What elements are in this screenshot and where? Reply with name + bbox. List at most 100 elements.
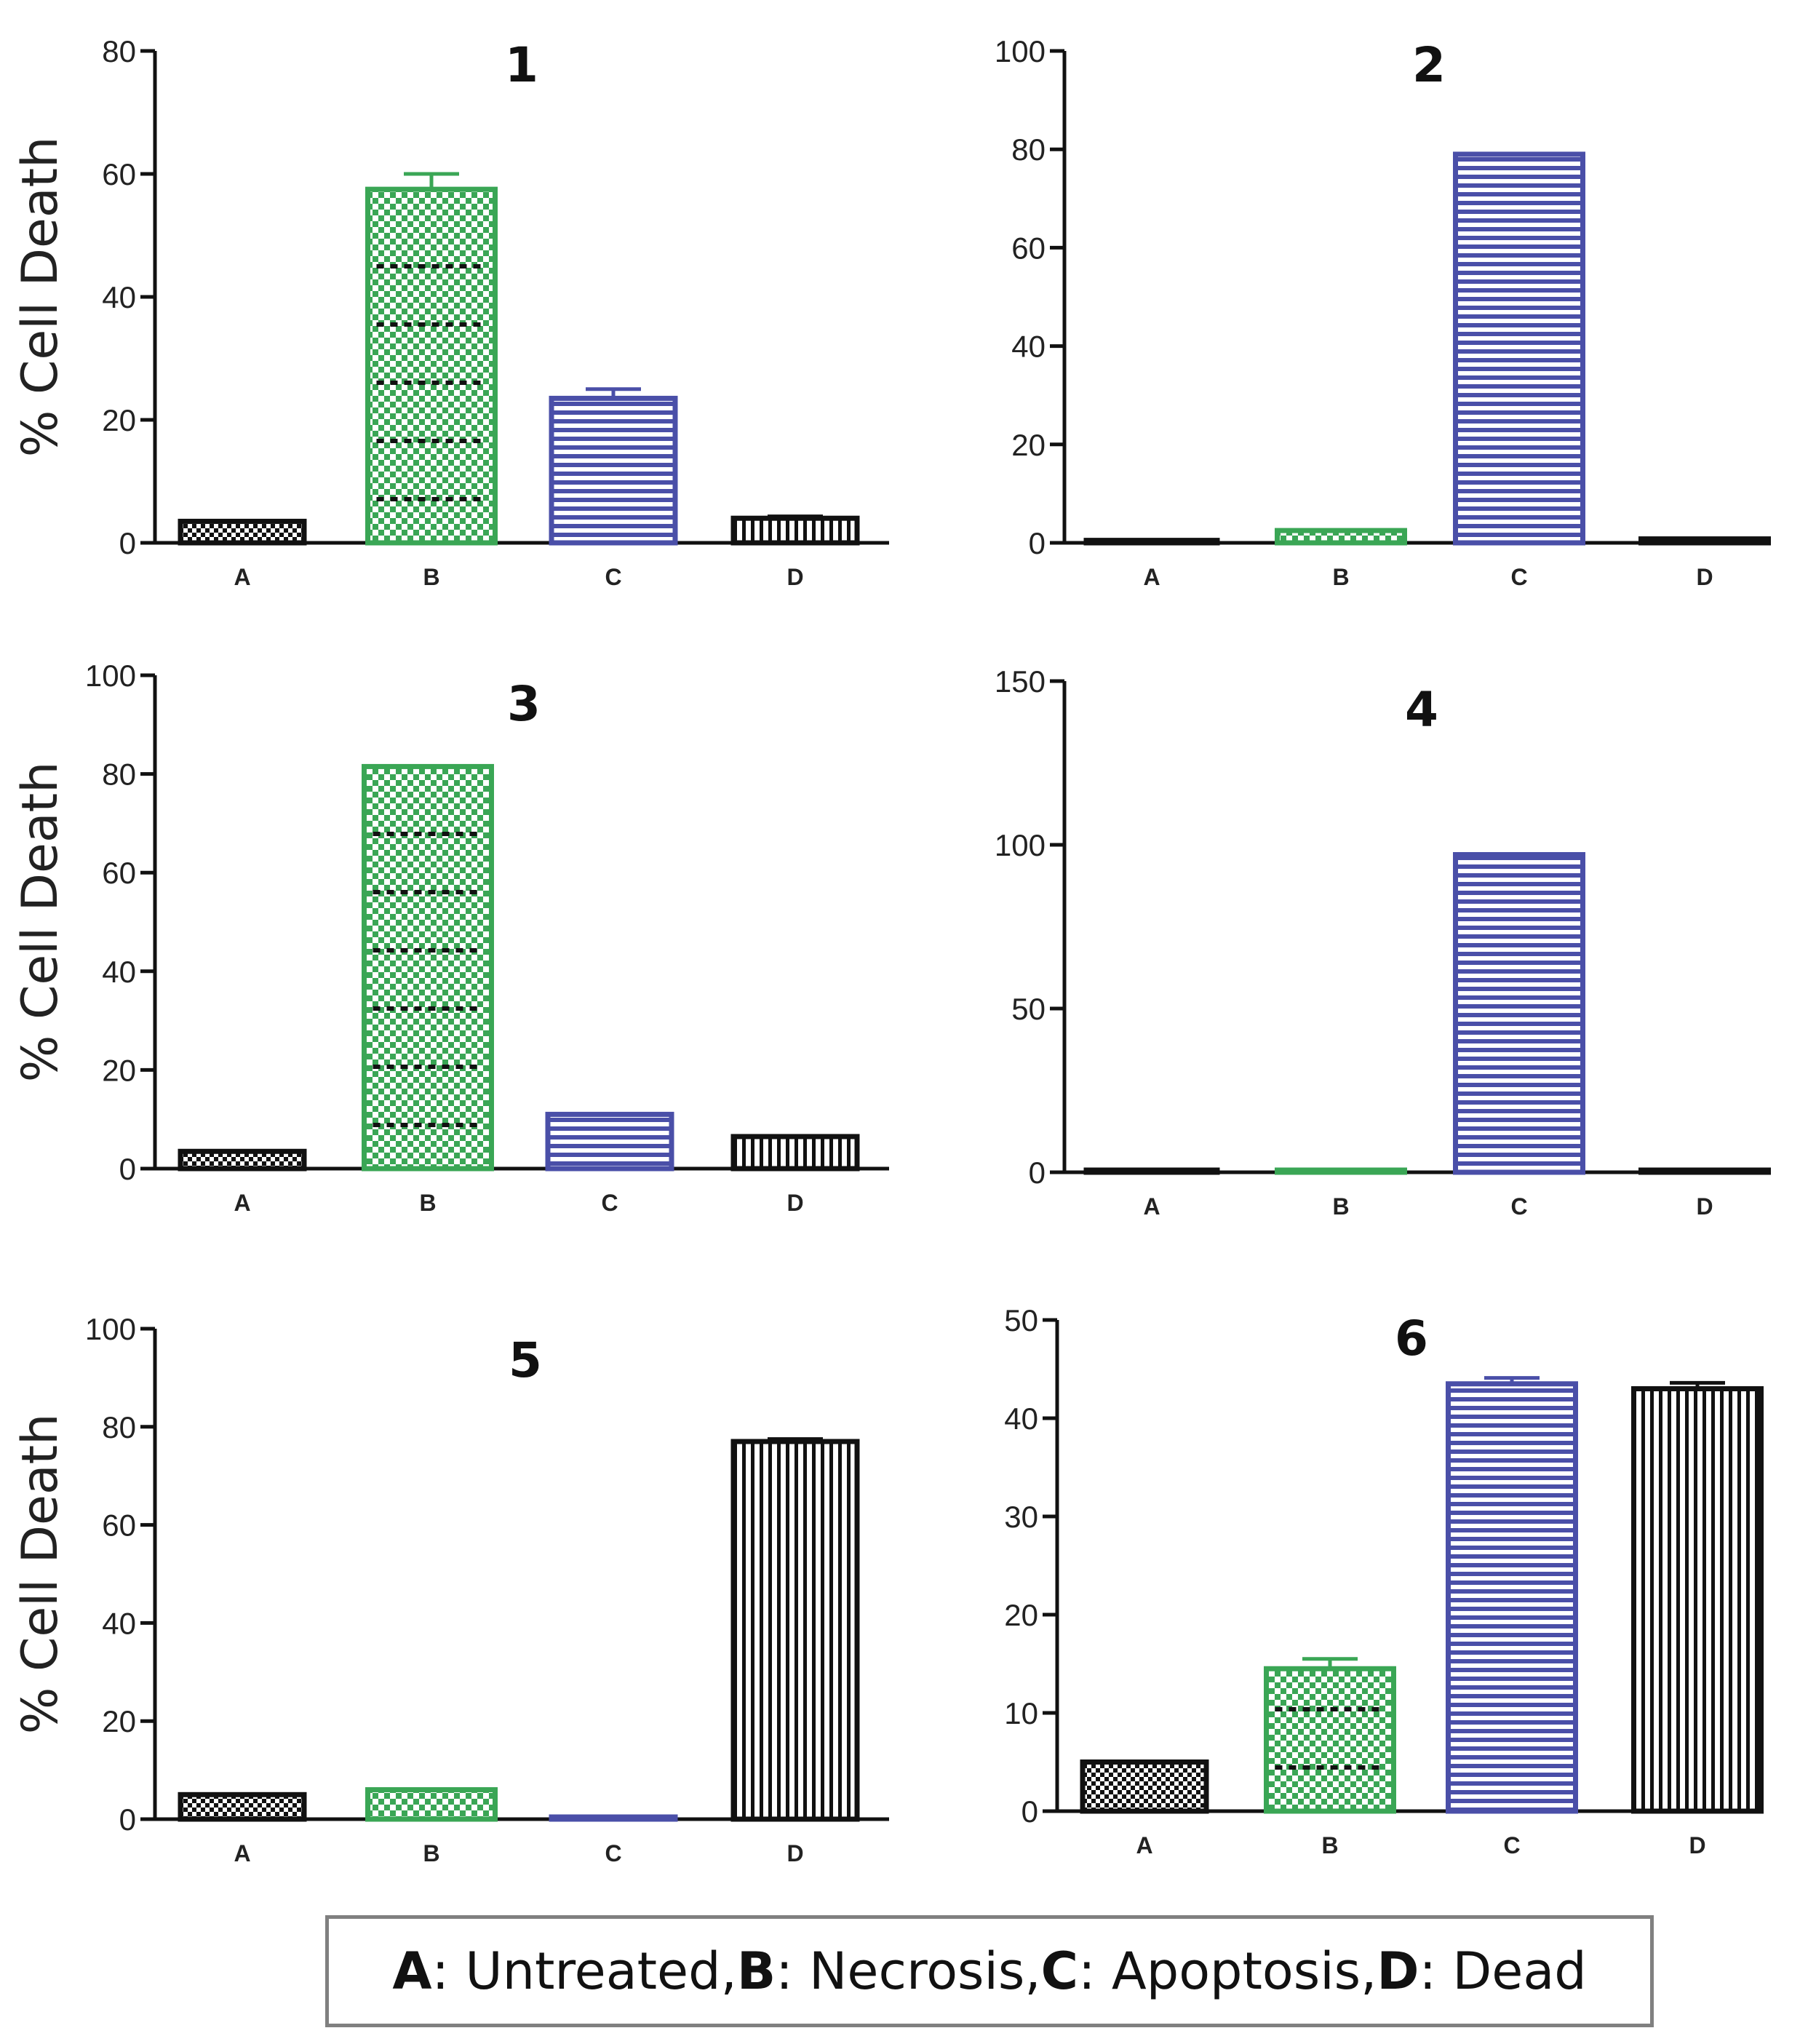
bar-c [549, 1814, 678, 1822]
x-tick-label: D [786, 1190, 803, 1216]
bar-a [1083, 1167, 1220, 1175]
x-tick-label: C [601, 1190, 618, 1216]
bar-c [545, 1111, 674, 1172]
bar-b [1264, 1666, 1396, 1814]
x-tick-label: B [423, 1840, 439, 1866]
panel-3: 0 20 40 60 80 100 % Cell Death 3 A B C D [12, 659, 889, 1216]
bar-d [730, 1134, 860, 1172]
y-tick-label: 80 [1011, 132, 1046, 167]
x-tick-label: D [1689, 1832, 1705, 1858]
y-tick-label: 10 [1004, 1696, 1038, 1730]
bar-d [1638, 1167, 1771, 1175]
y-tick-label: 40 [102, 280, 136, 314]
bar-c [1453, 852, 1585, 1175]
y-tick-label: 0 [1029, 526, 1046, 560]
y-tick-label: 40 [1011, 330, 1046, 364]
y-tick-label: 100 [995, 34, 1046, 68]
panel-1: 0 20 40 60 80 % Cell Death 1 A B C D [12, 34, 889, 590]
y-tick-label: 0 [119, 1802, 136, 1837]
x-tick-label: B [1321, 1832, 1338, 1858]
y-tick-label: 80 [102, 757, 136, 792]
panel-2: 0 20 40 60 80 100 2 A B C D [995, 34, 1771, 590]
bar-d [730, 515, 860, 546]
x-tick-label: B [1332, 564, 1349, 590]
y-tick-label: 20 [102, 403, 136, 437]
x-tick-label: D [786, 564, 803, 590]
x-tick-label: C [605, 564, 621, 590]
y-tick-label: 40 [1004, 1401, 1038, 1436]
y-tick-label: 0 [1022, 1794, 1038, 1829]
y-tick-label: 60 [1011, 231, 1046, 265]
x-tick-label: A [234, 1190, 250, 1216]
x-tick-label: D [786, 1840, 803, 1866]
y-tick-label: 60 [102, 1508, 136, 1543]
y-tick-label: 20 [102, 1053, 136, 1087]
bar-b [365, 1787, 498, 1822]
x-tick-label: B [419, 1190, 436, 1216]
y-axis-label: % Cell Death [12, 137, 69, 458]
legend-item-c: C: Apoptosis, [1040, 1941, 1377, 2001]
bar-b [1275, 1167, 1407, 1175]
y-tick-label: 100 [995, 828, 1046, 862]
bar-c [549, 395, 678, 546]
x-tick-label: A [1143, 1193, 1160, 1220]
legend-item-a: A: Untreated, [392, 1941, 737, 2001]
bar-c [1446, 1381, 1578, 1814]
legend-item-d: D: Dead [1377, 1941, 1587, 2001]
bar-d [1638, 536, 1771, 546]
y-axis-label: % Cell Death [12, 1414, 69, 1735]
y-tick-label: 150 [995, 664, 1046, 699]
x-tick-label: A [234, 564, 250, 590]
bar-d [730, 1439, 860, 1822]
panel-5: 0 20 40 60 80 100 % Cell Death 5 A B C D [12, 1312, 889, 1866]
bar-b [365, 186, 498, 546]
panel-4: 0 50 100 150 4 A B C D [995, 664, 1771, 1220]
bar-c [1453, 151, 1585, 546]
y-tick-label: 20 [102, 1704, 136, 1738]
y-tick-label: 100 [85, 659, 136, 693]
x-tick-label: C [1510, 564, 1527, 590]
y-tick-label: 80 [102, 1410, 136, 1444]
y-tick-label: 50 [1004, 1303, 1038, 1337]
x-tick-label: A [1136, 1832, 1152, 1858]
y-tick-label: 40 [102, 955, 136, 989]
y-tick-label: 0 [1029, 1156, 1046, 1190]
y-tick-label: 0 [119, 526, 136, 560]
panel-title: 4 [1405, 682, 1438, 738]
x-tick-label: C [605, 1840, 621, 1866]
bar-a [178, 1792, 307, 1822]
bar-b [1275, 528, 1407, 546]
panel-title: 3 [507, 676, 541, 732]
x-tick-label: D [1696, 564, 1713, 590]
bar-b [362, 763, 494, 1172]
panel-title: 1 [505, 37, 538, 93]
x-tick-label: A [234, 1840, 250, 1866]
x-tick-label: A [1143, 564, 1160, 590]
x-tick-label: D [1696, 1193, 1713, 1220]
y-tick-label: 20 [1004, 1598, 1038, 1632]
panel-title: 5 [509, 1332, 542, 1388]
bar-a [1083, 538, 1220, 546]
y-tick-label: 20 [1011, 428, 1046, 462]
y-tick-label: 40 [102, 1606, 136, 1640]
bar-a [178, 518, 307, 546]
y-tick-label: 60 [102, 856, 136, 890]
legend-item-b: B: Necrosis, [736, 1941, 1041, 2001]
x-tick-label: C [1503, 1832, 1520, 1858]
bar-d [1631, 1386, 1764, 1814]
bar-a [178, 1148, 307, 1172]
y-tick-label: 80 [102, 34, 136, 68]
y-tick-label: 30 [1004, 1500, 1038, 1534]
panel-title: 6 [1395, 1311, 1428, 1367]
y-tick-label: 50 [1011, 992, 1046, 1026]
y-tick-label: 100 [85, 1312, 136, 1346]
panel-6: 0 10 20 30 40 50 6 A B C D [1004, 1303, 1764, 1858]
legend-box: A: Untreated, B: Necrosis, C: Apoptosis,… [325, 1915, 1654, 2027]
y-tick-label: 60 [102, 157, 136, 191]
x-tick-label: C [1510, 1193, 1527, 1220]
bar-a [1080, 1759, 1209, 1814]
panel-title: 2 [1412, 37, 1446, 93]
y-tick-label: 0 [119, 1152, 136, 1186]
y-axis-label: % Cell Death [12, 762, 69, 1083]
